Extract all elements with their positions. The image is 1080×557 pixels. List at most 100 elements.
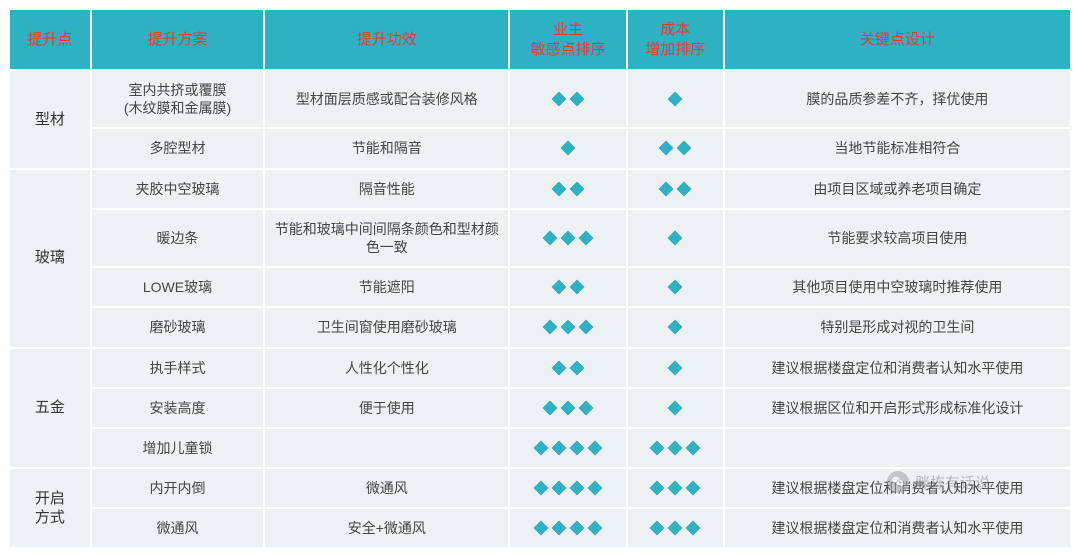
effect-cell: 人性化个性化 (264, 348, 509, 388)
diamond-rating (516, 400, 619, 416)
owner-rank-cell (509, 388, 626, 428)
owner-rank-cell (509, 267, 626, 307)
cost-rank-cell (627, 508, 724, 548)
plan-cell: 多腔型材 (91, 128, 265, 168)
keypoint-cell: 建议根据楼盘定位和消费者认知水平使用 (724, 508, 1071, 548)
diamond-rating (634, 480, 717, 496)
diamond-icon (560, 230, 576, 246)
owner-rank-cell (509, 348, 626, 388)
owner-rank-cell (509, 169, 626, 209)
diamond-rating (516, 230, 619, 246)
owner-rank-cell (509, 468, 626, 508)
diamond-rating (516, 91, 619, 107)
table-row: 磨砂玻璃卫生间窗使用磨砂玻璃特别是形成对视的卫生间 (9, 307, 1071, 347)
plan-cell: 微通风 (91, 508, 265, 548)
table-row: 微通风安全+微通风 建议根据楼盘定位和消费者认知水平使用 (9, 508, 1071, 548)
owner-rank-cell (509, 508, 626, 548)
plan-cell: 内开内倒 (91, 468, 265, 508)
keypoint-cell: 节能要求较高项目使用 (724, 209, 1071, 267)
cost-rank-cell (627, 307, 724, 347)
diamond-rating (516, 319, 619, 335)
col-header-1: 提升方案 (91, 9, 265, 70)
plan-cell: 执手样式 (91, 348, 265, 388)
effect-cell: 微通风 (264, 468, 509, 508)
owner-rank-cell (509, 307, 626, 347)
effect-cell (264, 428, 509, 468)
diamond-icon (560, 319, 576, 335)
watermark: 胖栋有话说 (887, 471, 990, 493)
owner-rank-cell (509, 70, 626, 128)
diamond-icon (667, 91, 683, 107)
owner-rank-cell (509, 209, 626, 267)
effect-cell: 卫生间窗使用磨砂玻璃 (264, 307, 509, 347)
cost-rank-cell (627, 468, 724, 508)
diamond-icon (676, 181, 692, 197)
cost-rank-cell (627, 388, 724, 428)
diamond-icon (667, 480, 683, 496)
keypoint-cell: 建议根据区位和开启形式形成标准化设计 (724, 388, 1071, 428)
diamond-rating (634, 181, 717, 197)
col-header-2: 提升功效 (264, 9, 509, 70)
effect-cell: 节能和隔音 (264, 128, 509, 168)
diamond-icon (569, 91, 585, 107)
diamond-icon (649, 440, 665, 456)
plan-cell: 暖边条 (91, 209, 265, 267)
diamond-rating (634, 91, 717, 107)
diamond-rating (634, 279, 717, 295)
effect-cell: 安全+微通风 (264, 508, 509, 548)
effect-cell: 便于使用 (264, 388, 509, 428)
category-cell: 五金 (9, 348, 91, 469)
diamond-icon (587, 480, 603, 496)
diamond-icon (569, 440, 585, 456)
diamond-icon (542, 230, 558, 246)
diamond-icon (658, 140, 674, 156)
diamond-icon (649, 480, 665, 496)
table-row: 型材室内共挤或覆膜(木纹膜和金属膜)型材面层质感或配合装修风格膜的品质参差不齐，… (9, 70, 1071, 128)
diamond-rating (634, 230, 717, 246)
table-row: 多腔型材节能和隔音当地节能标准相符合 (9, 128, 1071, 168)
diamond-icon (587, 440, 603, 456)
diamond-icon (569, 279, 585, 295)
keypoint-cell: 膜的品质参差不齐，择优使用 (724, 70, 1071, 128)
diamond-icon (551, 480, 567, 496)
keypoint-cell: 特别是形成对视的卫生间 (724, 307, 1071, 347)
plan-cell: 室内共挤或覆膜(木纹膜和金属膜) (91, 70, 265, 128)
diamond-icon (551, 181, 567, 197)
plan-cell: 安装高度 (91, 388, 265, 428)
cost-rank-cell (627, 70, 724, 128)
diamond-rating (634, 319, 717, 335)
diamond-icon (569, 360, 585, 376)
plan-cell: LOWE玻璃 (91, 267, 265, 307)
diamond-icon (542, 319, 558, 335)
diamond-icon (578, 400, 594, 416)
cost-rank-cell (627, 428, 724, 468)
improvement-table: 提升点提升方案提升功效业主敏感点排序成本增加排序关键点设计 型材室内共挤或覆膜(… (8, 8, 1072, 549)
effect-cell: 节能遮阳 (264, 267, 509, 307)
diamond-rating (516, 360, 619, 376)
diamond-rating (516, 279, 619, 295)
diamond-icon (667, 440, 683, 456)
keypoint-cell: 由项目区域或养老项目确定 (724, 169, 1071, 209)
diamond-rating (516, 440, 619, 456)
category-cell: 玻璃 (9, 169, 91, 348)
effect-cell: 型材面层质感或配合装修风格 (264, 70, 509, 128)
diamond-icon (685, 480, 701, 496)
diamond-icon (569, 480, 585, 496)
diamond-icon (533, 440, 549, 456)
keypoint-cell: 建议根据楼盘定位和消费者认知水平使用 (724, 348, 1071, 388)
diamond-icon (533, 480, 549, 496)
diamond-icon (667, 319, 683, 335)
diamond-icon (551, 279, 567, 295)
diamond-icon (560, 140, 576, 156)
diamond-icon (667, 360, 683, 376)
cost-rank-cell (627, 209, 724, 267)
diamond-rating (516, 181, 619, 197)
cost-rank-cell (627, 169, 724, 209)
col-header-0: 提升点 (9, 9, 91, 70)
table-header-row: 提升点提升方案提升功效业主敏感点排序成本增加排序关键点设计 (9, 9, 1071, 70)
diamond-rating (634, 400, 717, 416)
diamond-icon (667, 230, 683, 246)
table-row: 玻璃夹胶中空玻璃隔音性能由项目区域或养老项目确定 (9, 169, 1071, 209)
diamond-icon (578, 319, 594, 335)
cost-rank-cell (627, 267, 724, 307)
